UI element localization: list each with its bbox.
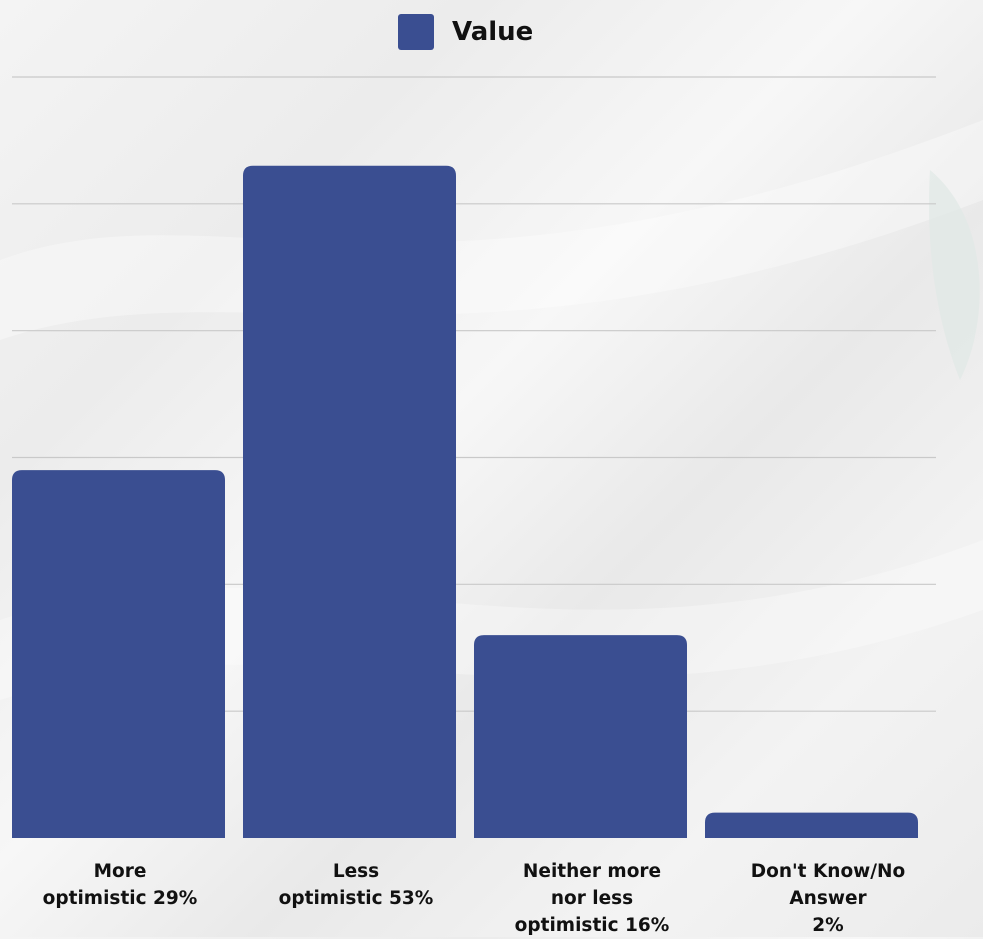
x-tick-label-3: Don't Know/No Answer 2% <box>750 861 906 936</box>
legend-swatch <box>398 14 434 50</box>
bar-0 <box>12 470 225 838</box>
x-tick-label-2: Neither more nor less optimistic 16% <box>514 861 670 936</box>
legend: Value <box>398 14 533 50</box>
bar-1 <box>243 165 456 839</box>
bar-2 <box>474 635 687 838</box>
x-tick-label-1: Less optimistic 53% <box>278 861 434 909</box>
bar-3 <box>705 812 918 838</box>
legend-label: Value <box>452 17 534 47</box>
x-tick-label-0: More optimistic 29% <box>42 861 198 909</box>
